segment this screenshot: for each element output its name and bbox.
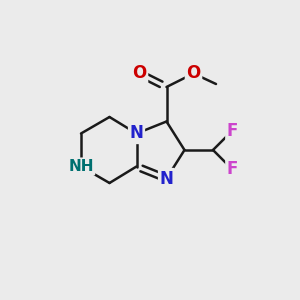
Text: O: O [132, 64, 147, 82]
Text: O: O [186, 64, 201, 82]
Text: NH: NH [68, 159, 94, 174]
Text: N: N [160, 169, 173, 188]
Text: F: F [227, 160, 238, 178]
Text: N: N [130, 124, 143, 142]
Text: F: F [227, 122, 238, 140]
